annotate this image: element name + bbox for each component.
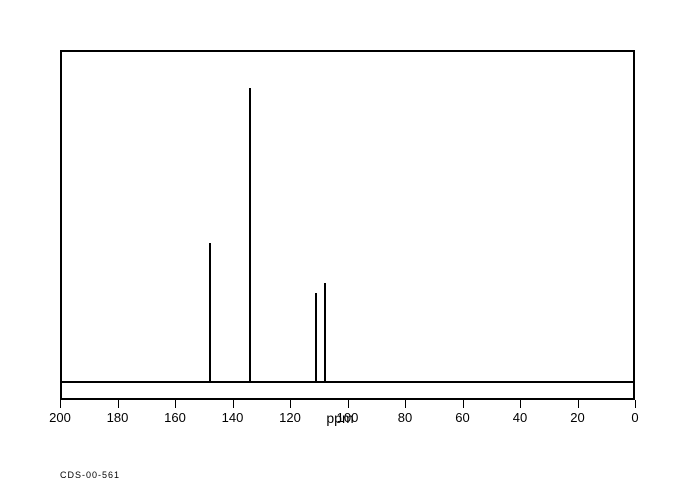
x-tick	[290, 400, 291, 408]
x-tick-label: 120	[279, 410, 301, 425]
x-tick	[520, 400, 521, 408]
x-tick	[60, 400, 61, 408]
x-tick	[405, 400, 406, 408]
peak-1	[249, 88, 251, 383]
x-tick	[635, 400, 636, 408]
peak-3	[324, 283, 326, 383]
x-tick-label: 140	[222, 410, 244, 425]
x-tick-label: 20	[570, 410, 584, 425]
x-tick-label: 0	[631, 410, 638, 425]
x-tick-label: 80	[398, 410, 412, 425]
x-tick-label: 160	[164, 410, 186, 425]
x-tick-label: 40	[513, 410, 527, 425]
x-tick	[578, 400, 579, 408]
peak-2	[315, 293, 317, 383]
x-tick-label: 180	[107, 410, 129, 425]
x-tick-label: 60	[455, 410, 469, 425]
x-tick	[175, 400, 176, 408]
baseline	[62, 381, 633, 383]
x-axis-label: ppm	[326, 410, 353, 426]
x-tick	[463, 400, 464, 408]
x-tick	[233, 400, 234, 408]
plot-area	[60, 50, 635, 400]
peak-0	[209, 243, 211, 383]
nmr-spectrum-chart: 200180160140120100806040200	[60, 50, 635, 430]
x-tick	[118, 400, 119, 408]
x-tick-label: 200	[49, 410, 71, 425]
footer-id-label: CDS-00-561	[60, 470, 120, 480]
x-tick	[348, 400, 349, 408]
